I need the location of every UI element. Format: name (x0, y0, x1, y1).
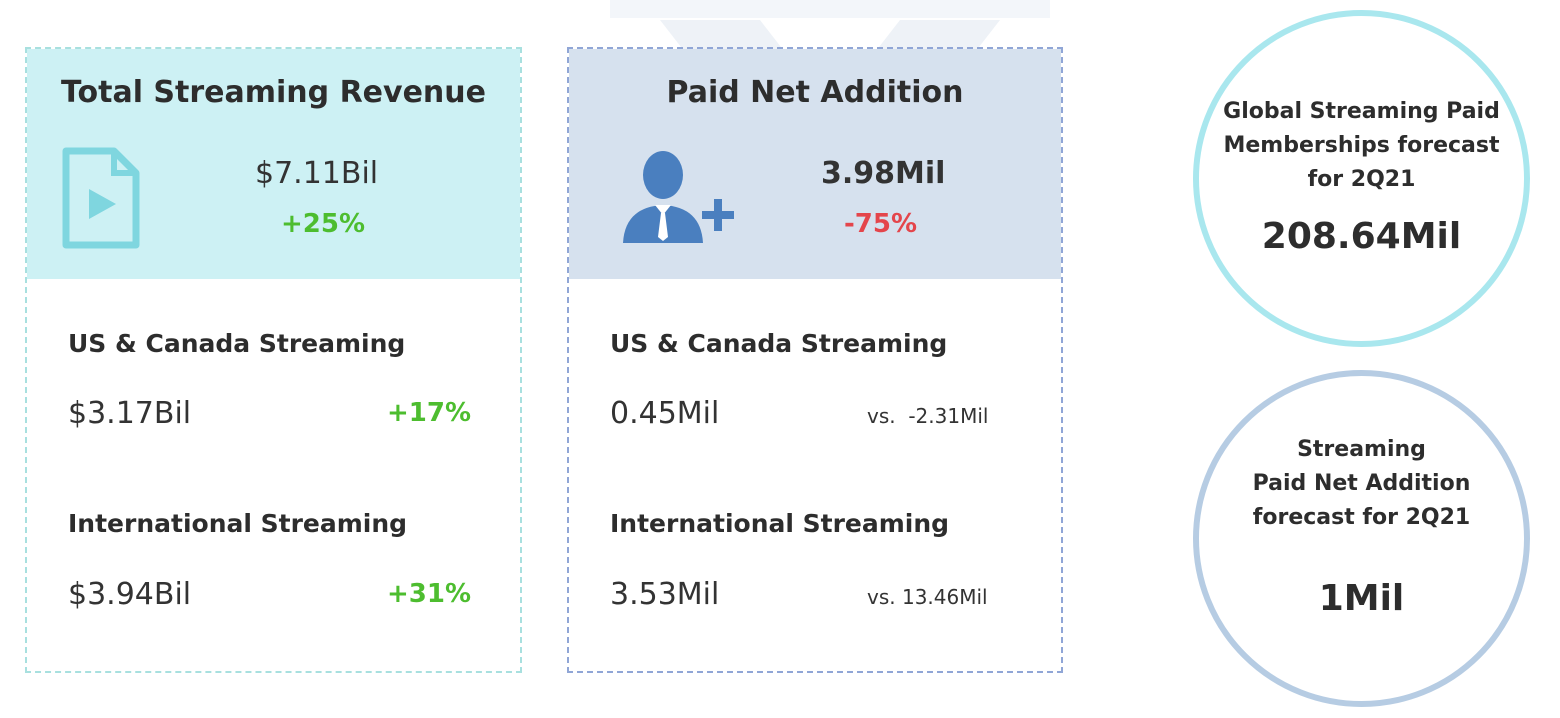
revenue-total-change: +25% (281, 209, 366, 239)
paid-net-international-comparison: vs. 13.46Mil (867, 585, 988, 609)
revenue-card-header: Total Streaming Revenue $7.11Bil +25% (27, 49, 520, 279)
net-addition-forecast-circle: Streaming Paid Net Addition forecast for… (1193, 370, 1530, 707)
net-addition-forecast-line3: forecast for 2Q21 (1252, 505, 1471, 530)
net-addition-forecast-value: 1Mil (1318, 578, 1405, 619)
revenue-us-canada-change: +17% (387, 398, 472, 428)
revenue-international-label: International Streaming (68, 509, 408, 538)
revenue-international-value: $3.94Bil (68, 577, 192, 612)
paid-net-international-value: 3.53Mil (610, 577, 720, 612)
net-addition-forecast-line1: Streaming (1297, 437, 1426, 462)
memberships-forecast-value: 208.64Mil (1261, 216, 1462, 257)
paid-net-addition-header: Paid Net Addition 3.98Mil -75% (569, 49, 1061, 279)
paid-net-addition-total-value: 3.98Mil (821, 156, 946, 191)
memberships-forecast-circle: Global Streaming Paid Memberships foreca… (1193, 10, 1530, 347)
revenue-us-canada-label: US & Canada Streaming (68, 329, 406, 358)
revenue-card: Total Streaming Revenue $7.11Bil +25% US… (25, 47, 522, 673)
paid-net-us-canada-value: 0.45Mil (610, 396, 720, 431)
memberships-forecast-line3: for 2Q21 (1307, 167, 1416, 192)
paid-net-us-canada-comparison: vs. -2.31Mil (867, 404, 989, 428)
revenue-us-canada-value: $3.17Bil (68, 396, 192, 431)
net-addition-forecast-line2: Paid Net Addition (1252, 471, 1471, 496)
revenue-international-change: +31% (387, 579, 472, 609)
revenue-total-value: $7.11Bil (255, 156, 379, 191)
paid-net-us-canada-label: US & Canada Streaming (610, 329, 948, 358)
paid-net-addition-card: Paid Net Addition 3.98Mil -75% US & Cana… (567, 47, 1063, 673)
revenue-card-title: Total Streaming Revenue (61, 75, 486, 110)
paid-net-international-label: International Streaming (610, 509, 950, 538)
video-file-icon (62, 147, 140, 249)
paid-net-addition-title: Paid Net Addition (666, 75, 964, 110)
add-user-icon (623, 151, 734, 243)
memberships-forecast-line1: Global Streaming Paid (1223, 99, 1500, 124)
paid-net-addition-total-change: -75% (844, 209, 918, 239)
memberships-forecast-line2: Memberships forecast (1223, 133, 1500, 158)
